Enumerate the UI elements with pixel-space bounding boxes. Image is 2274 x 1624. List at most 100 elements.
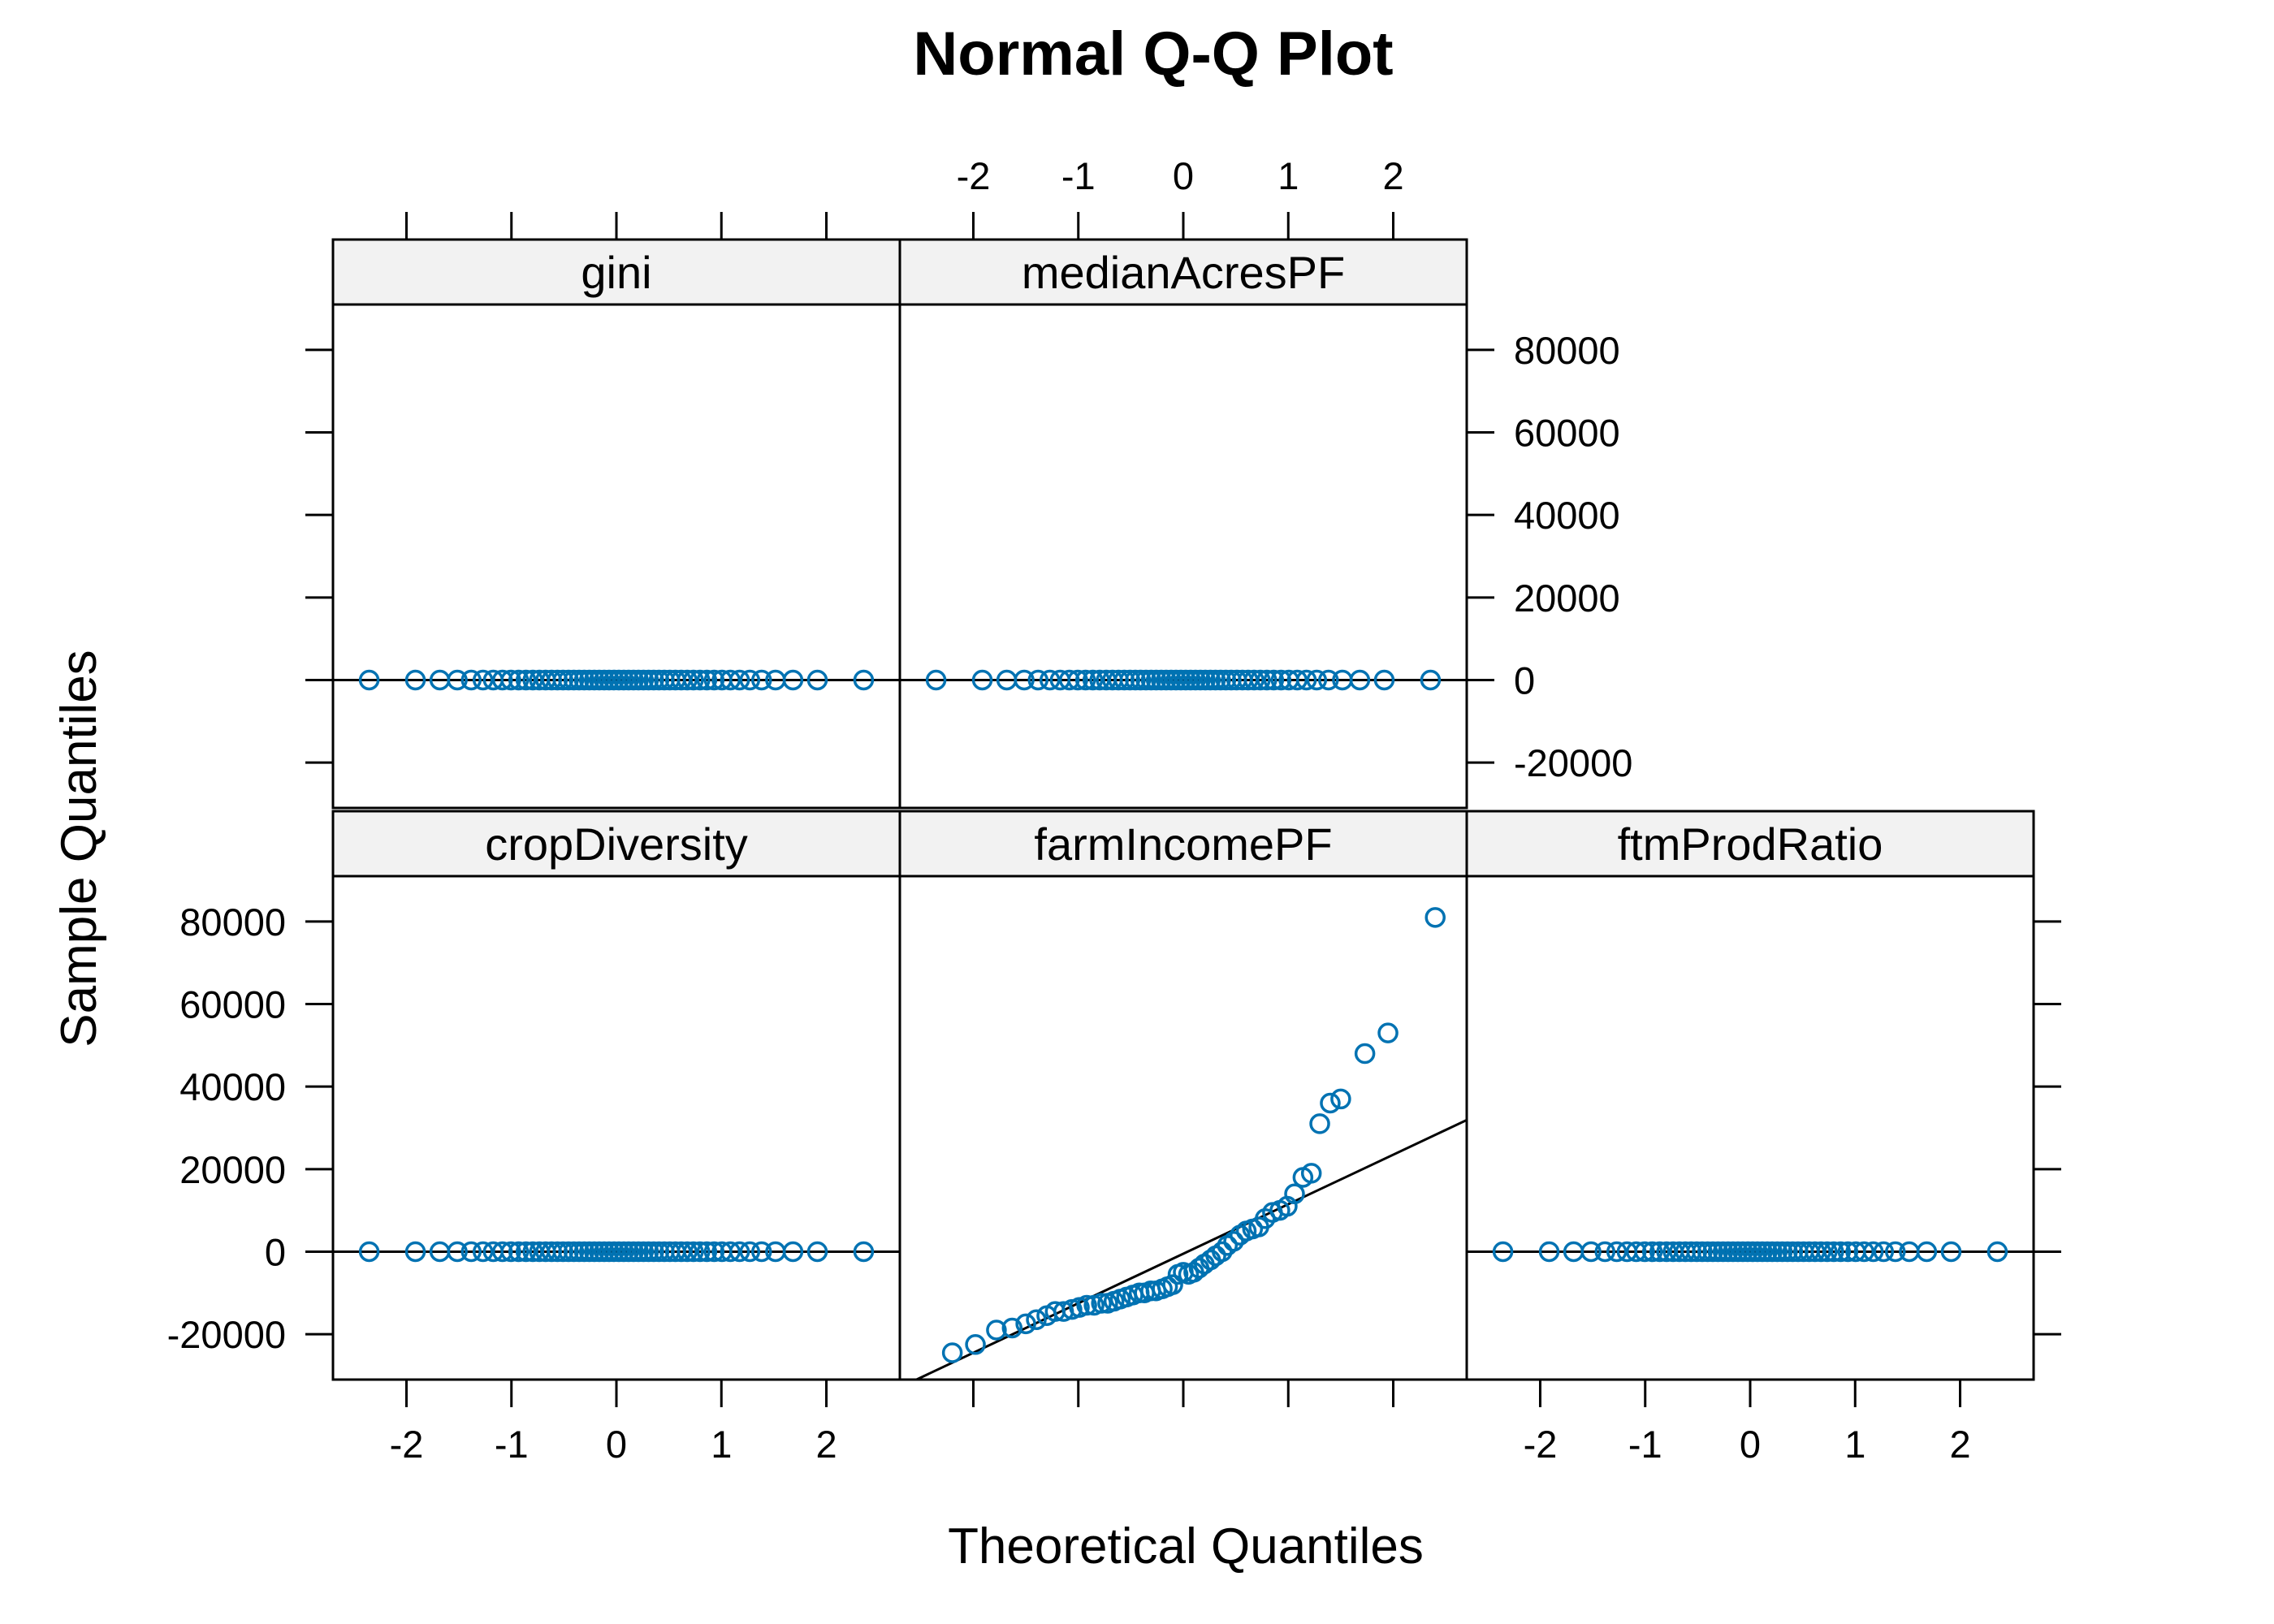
axes: -2 -1 0 1 2 -2 -1 0 1 2 -2 -1 0 1 2 -20000 0 20000 40000 60… bbox=[167, 154, 2061, 1466]
point-cropDiversity-40 bbox=[677, 1241, 698, 1263]
point-gini-17 bbox=[558, 669, 579, 691]
point-farmIncomePF-36 bbox=[1223, 1231, 1244, 1252]
panel-ftmProdRatio: ftmProdRatio bbox=[1465, 810, 2035, 1381]
point-gini-44 bbox=[703, 669, 725, 691]
point-ftmProdRatio-41 bbox=[1817, 1241, 1838, 1263]
point-medianAcresPF-0 bbox=[925, 669, 947, 691]
plot-area-ftmProdRatio bbox=[1467, 1241, 2034, 1263]
point-ftmProdRatio-43 bbox=[1830, 1241, 1852, 1263]
x-tick-label-top: 0 bbox=[1173, 154, 1194, 197]
point-gini-34 bbox=[643, 669, 664, 691]
point-cropDiversity-46 bbox=[720, 1241, 741, 1263]
point-cropDiversity-5 bbox=[472, 1241, 494, 1263]
point-farmIncomePF-47 bbox=[1300, 1163, 1322, 1184]
y-tick-label-right: 60000 bbox=[1514, 412, 1620, 455]
point-farmIncomePF-53 bbox=[1424, 907, 1446, 928]
point-ftmProdRatio-0 bbox=[1492, 1241, 1514, 1263]
strip-medianAcresPF bbox=[898, 238, 1468, 306]
point-ftmProdRatio-9 bbox=[1641, 1241, 1663, 1263]
point-gini-7 bbox=[491, 669, 513, 691]
y-tick-label: 0 bbox=[265, 1230, 286, 1273]
point-medianAcresPF-43 bbox=[1263, 669, 1285, 691]
point-medianAcresPF-52 bbox=[1373, 669, 1395, 691]
point-ftmProdRatio-16 bbox=[1686, 1241, 1708, 1263]
strip-label-farmIncomePF: farmIncomePF bbox=[1034, 818, 1332, 870]
point-ftmProdRatio-46 bbox=[1853, 1241, 1875, 1263]
strip-gini bbox=[331, 238, 901, 306]
point-farmIncomePF-52 bbox=[1377, 1022, 1399, 1043]
panel-grid: gini medianAcresPF cropDiversity farmIncome… bbox=[167, 154, 2061, 1466]
point-gini-10 bbox=[515, 669, 537, 691]
point-medianAcresPF-9 bbox=[1074, 669, 1096, 691]
point-gini-52 bbox=[806, 669, 828, 691]
point-ftmProdRatio-53 bbox=[1987, 1241, 2008, 1263]
point-cropDiversity-49 bbox=[751, 1241, 772, 1263]
point-ftmProdRatio-51 bbox=[1916, 1241, 1938, 1263]
point-cropDiversity-43 bbox=[696, 1241, 718, 1263]
y-tick-label: 40000 bbox=[179, 1065, 286, 1108]
point-farmIncomePF-4 bbox=[1015, 1313, 1036, 1335]
point-cropDiversity-1 bbox=[404, 1241, 426, 1263]
point-gini-51 bbox=[782, 669, 804, 691]
point-medianAcresPF-53 bbox=[1420, 669, 1442, 691]
x-tick-label: -1 bbox=[495, 1423, 529, 1466]
point-farmIncomePF-45 bbox=[1284, 1183, 1305, 1205]
point-cropDiversity-10 bbox=[515, 1241, 537, 1263]
point-gini-53 bbox=[853, 669, 875, 691]
point-ftmProdRatio-52 bbox=[1940, 1241, 1962, 1263]
point-farmIncomePF-51 bbox=[1354, 1043, 1376, 1065]
point-cropDiversity-51 bbox=[782, 1241, 804, 1263]
y-tick-label: -20000 bbox=[167, 1313, 286, 1356]
point-cropDiversity-42 bbox=[690, 1241, 711, 1263]
y-tick-label-right: -20000 bbox=[1514, 741, 1632, 784]
point-medianAcresPF-18 bbox=[1130, 669, 1152, 691]
point-ftmProdRatio-18 bbox=[1697, 1241, 1718, 1263]
point-farmIncomePF-11 bbox=[1076, 1294, 1097, 1316]
point-gini-16 bbox=[552, 669, 574, 691]
y-axis-label: Sample Quantiles bbox=[51, 650, 107, 1047]
point-cropDiversity-7 bbox=[491, 1241, 513, 1263]
point-gini-5 bbox=[472, 669, 494, 691]
point-medianAcresPF-5 bbox=[1039, 669, 1061, 691]
strip-label-ftmProdRatio: ftmProdRatio bbox=[1618, 818, 1883, 870]
point-cropDiversity-8 bbox=[500, 1241, 521, 1263]
point-farmIncomePF-48 bbox=[1309, 1113, 1330, 1134]
point-gini-42 bbox=[690, 669, 711, 691]
x-tick-label-top: -2 bbox=[957, 154, 991, 197]
point-medianAcresPF-51 bbox=[1349, 669, 1371, 691]
point-medianAcresPF-16 bbox=[1119, 669, 1141, 691]
point-gini-48 bbox=[739, 669, 761, 691]
y-tick-label-right: 0 bbox=[1514, 659, 1535, 702]
point-cropDiversity-3 bbox=[447, 1241, 468, 1263]
point-gini-49 bbox=[751, 669, 772, 691]
point-cropDiversity-52 bbox=[806, 1241, 828, 1263]
point-ftmProdRatio-4 bbox=[1594, 1241, 1615, 1263]
point-ftmProdRatio-40 bbox=[1810, 1241, 1831, 1263]
point-farmIncomePF-34 bbox=[1212, 1241, 1233, 1263]
point-ftmProdRatio-47 bbox=[1862, 1241, 1884, 1263]
qq-line-farmIncomePF bbox=[913, 1118, 1467, 1380]
point-gini-43 bbox=[696, 669, 718, 691]
point-medianAcresPF-46 bbox=[1286, 669, 1308, 691]
plot-area-cropDiversity bbox=[333, 1241, 900, 1263]
chart-title: Normal Q-Q Plot bbox=[913, 19, 1393, 89]
point-farmIncomePF-1 bbox=[965, 1334, 986, 1355]
point-ftmProdRatio-48 bbox=[1873, 1241, 1895, 1263]
y-tick-label: 80000 bbox=[179, 901, 286, 944]
point-ftmProdRatio-17 bbox=[1692, 1241, 1713, 1263]
panel-border-gini bbox=[331, 303, 901, 810]
point-ftmProdRatio-8 bbox=[1634, 1241, 1655, 1263]
y-tick-label: 20000 bbox=[179, 1148, 286, 1191]
x-tick-label: 1 bbox=[1844, 1423, 1865, 1466]
point-ftmProdRatio-7 bbox=[1625, 1241, 1647, 1263]
point-gini-8 bbox=[500, 669, 521, 691]
point-gini-9 bbox=[508, 669, 530, 691]
point-gini-18 bbox=[563, 669, 585, 691]
point-ftmProdRatio-1 bbox=[1538, 1241, 1560, 1263]
panel-border-farmIncomePF bbox=[898, 875, 1468, 1381]
plot-area-gini bbox=[333, 669, 900, 691]
panel-border-medianAcresPF bbox=[898, 303, 1468, 810]
point-gini-0 bbox=[358, 669, 380, 691]
x-tick-label: -1 bbox=[1628, 1423, 1662, 1466]
